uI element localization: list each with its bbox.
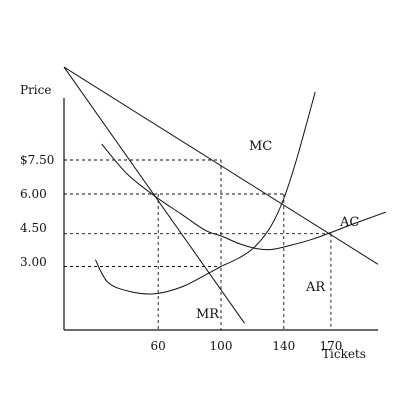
tick-labels: $7.50 6.00 4.50 3.00 60 100 140 170	[20, 153, 342, 353]
y-axis-label: Price	[20, 83, 51, 97]
mc-label: MC	[249, 139, 272, 154]
x-tick-label: 100	[210, 339, 233, 353]
curve-labels: AR MR MC AC	[196, 139, 359, 322]
y-tick-label: 3.00	[20, 255, 47, 269]
mc-curve	[94, 91, 316, 295]
y-tick-label: $7.50	[20, 153, 54, 167]
ar-curve	[63, 66, 379, 265]
x-tick-label: 170	[319, 339, 342, 353]
x-axis-label: Tickets	[322, 347, 366, 361]
guide-lines	[64, 159, 332, 330]
curves	[63, 66, 386, 324]
y-tick-label: 4.50	[20, 221, 47, 235]
ac-label: AC	[339, 215, 359, 230]
mr-label: MR	[196, 307, 220, 322]
ar-label: AR	[305, 280, 326, 295]
ac-curve	[101, 143, 386, 251]
x-tick-label: 60	[151, 339, 166, 353]
x-tick-label: 140	[272, 339, 295, 353]
y-tick-label: 6.00	[20, 187, 47, 201]
